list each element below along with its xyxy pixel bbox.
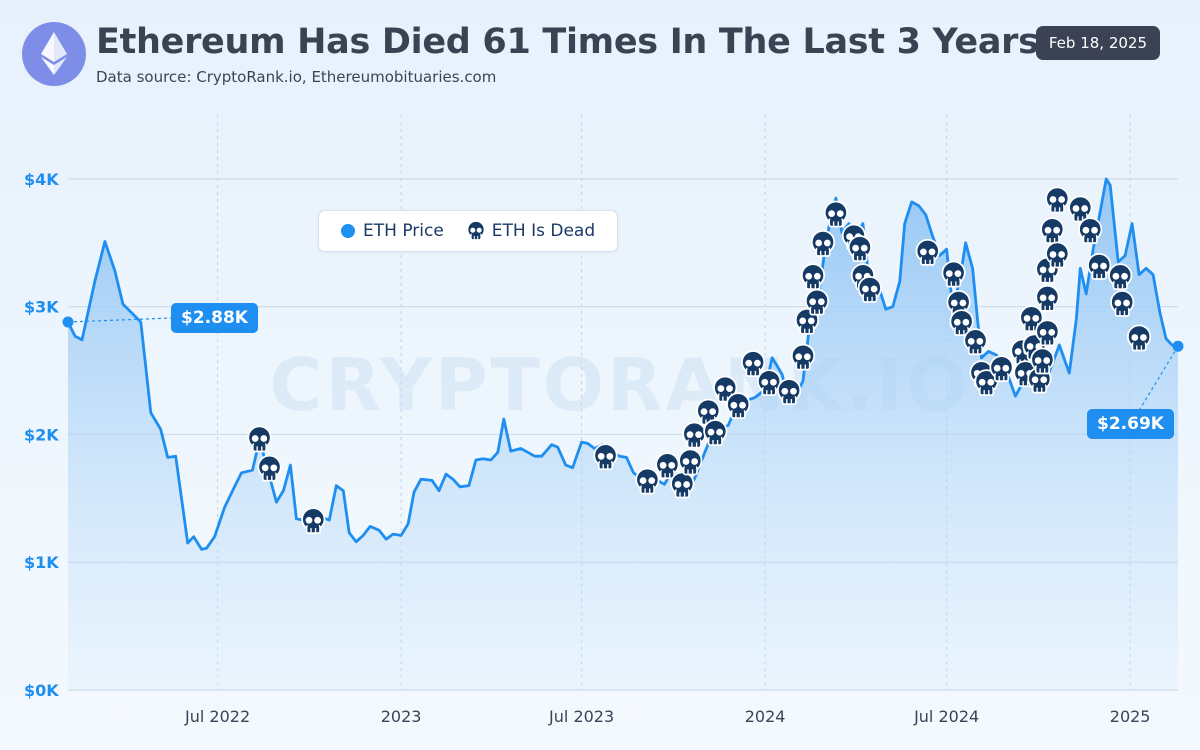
eth-price-area [68,178,1178,690]
legend-item-eth-dead: ETH Is Dead [466,221,595,241]
date-badge: Feb 18, 2025 [1035,26,1160,60]
x-tick-label: 2024 [745,707,786,726]
y-tick-label: $1K [24,553,59,572]
start-price-callout: $2.88K [171,303,258,333]
end-callout-leader [1139,345,1179,410]
page-title: Ethereum Has Died 61 Times In The Last 3… [96,22,1039,62]
y-tick-label: $0K [24,681,59,700]
y-tick-label: $4K [24,170,59,189]
ethereum-logo-icon [22,22,86,86]
x-tick-label: 2023 [381,707,422,726]
header: Ethereum Has Died 61 Times In The Last 3… [0,0,1200,100]
x-tick-label: Jul 2022 [184,707,250,726]
legend-label-eth-dead: ETH Is Dead [491,221,596,241]
eth-dead-skull-marker [1040,217,1065,245]
start-callout-leader [67,317,172,323]
x-tick-label: 2025 [1110,707,1151,726]
x-tick-label: Jul 2024 [913,707,979,726]
x-tick-label: Jul 2023 [548,707,614,726]
legend-label-eth-price: ETH Price [363,221,444,241]
eth-price-dot-icon [341,224,355,238]
end-price-callout: $2.69K [1087,409,1174,439]
y-tick-label: $3K [24,298,59,317]
skull-icon [466,221,485,241]
eth-dead-skull-marker [247,425,272,453]
eth-dead-skull-marker [823,200,848,228]
chart-legend: ETH Price ETH Is Dead [318,210,618,252]
eth-dead-skull-marker [682,421,707,449]
y-tick-label: $2K [24,425,59,444]
legend-item-eth-price: ETH Price [341,221,444,241]
eth-dead-skull-marker [1045,186,1070,214]
data-source-subtitle: Data source: CryptoRank.io, Ethereumobit… [96,68,497,86]
